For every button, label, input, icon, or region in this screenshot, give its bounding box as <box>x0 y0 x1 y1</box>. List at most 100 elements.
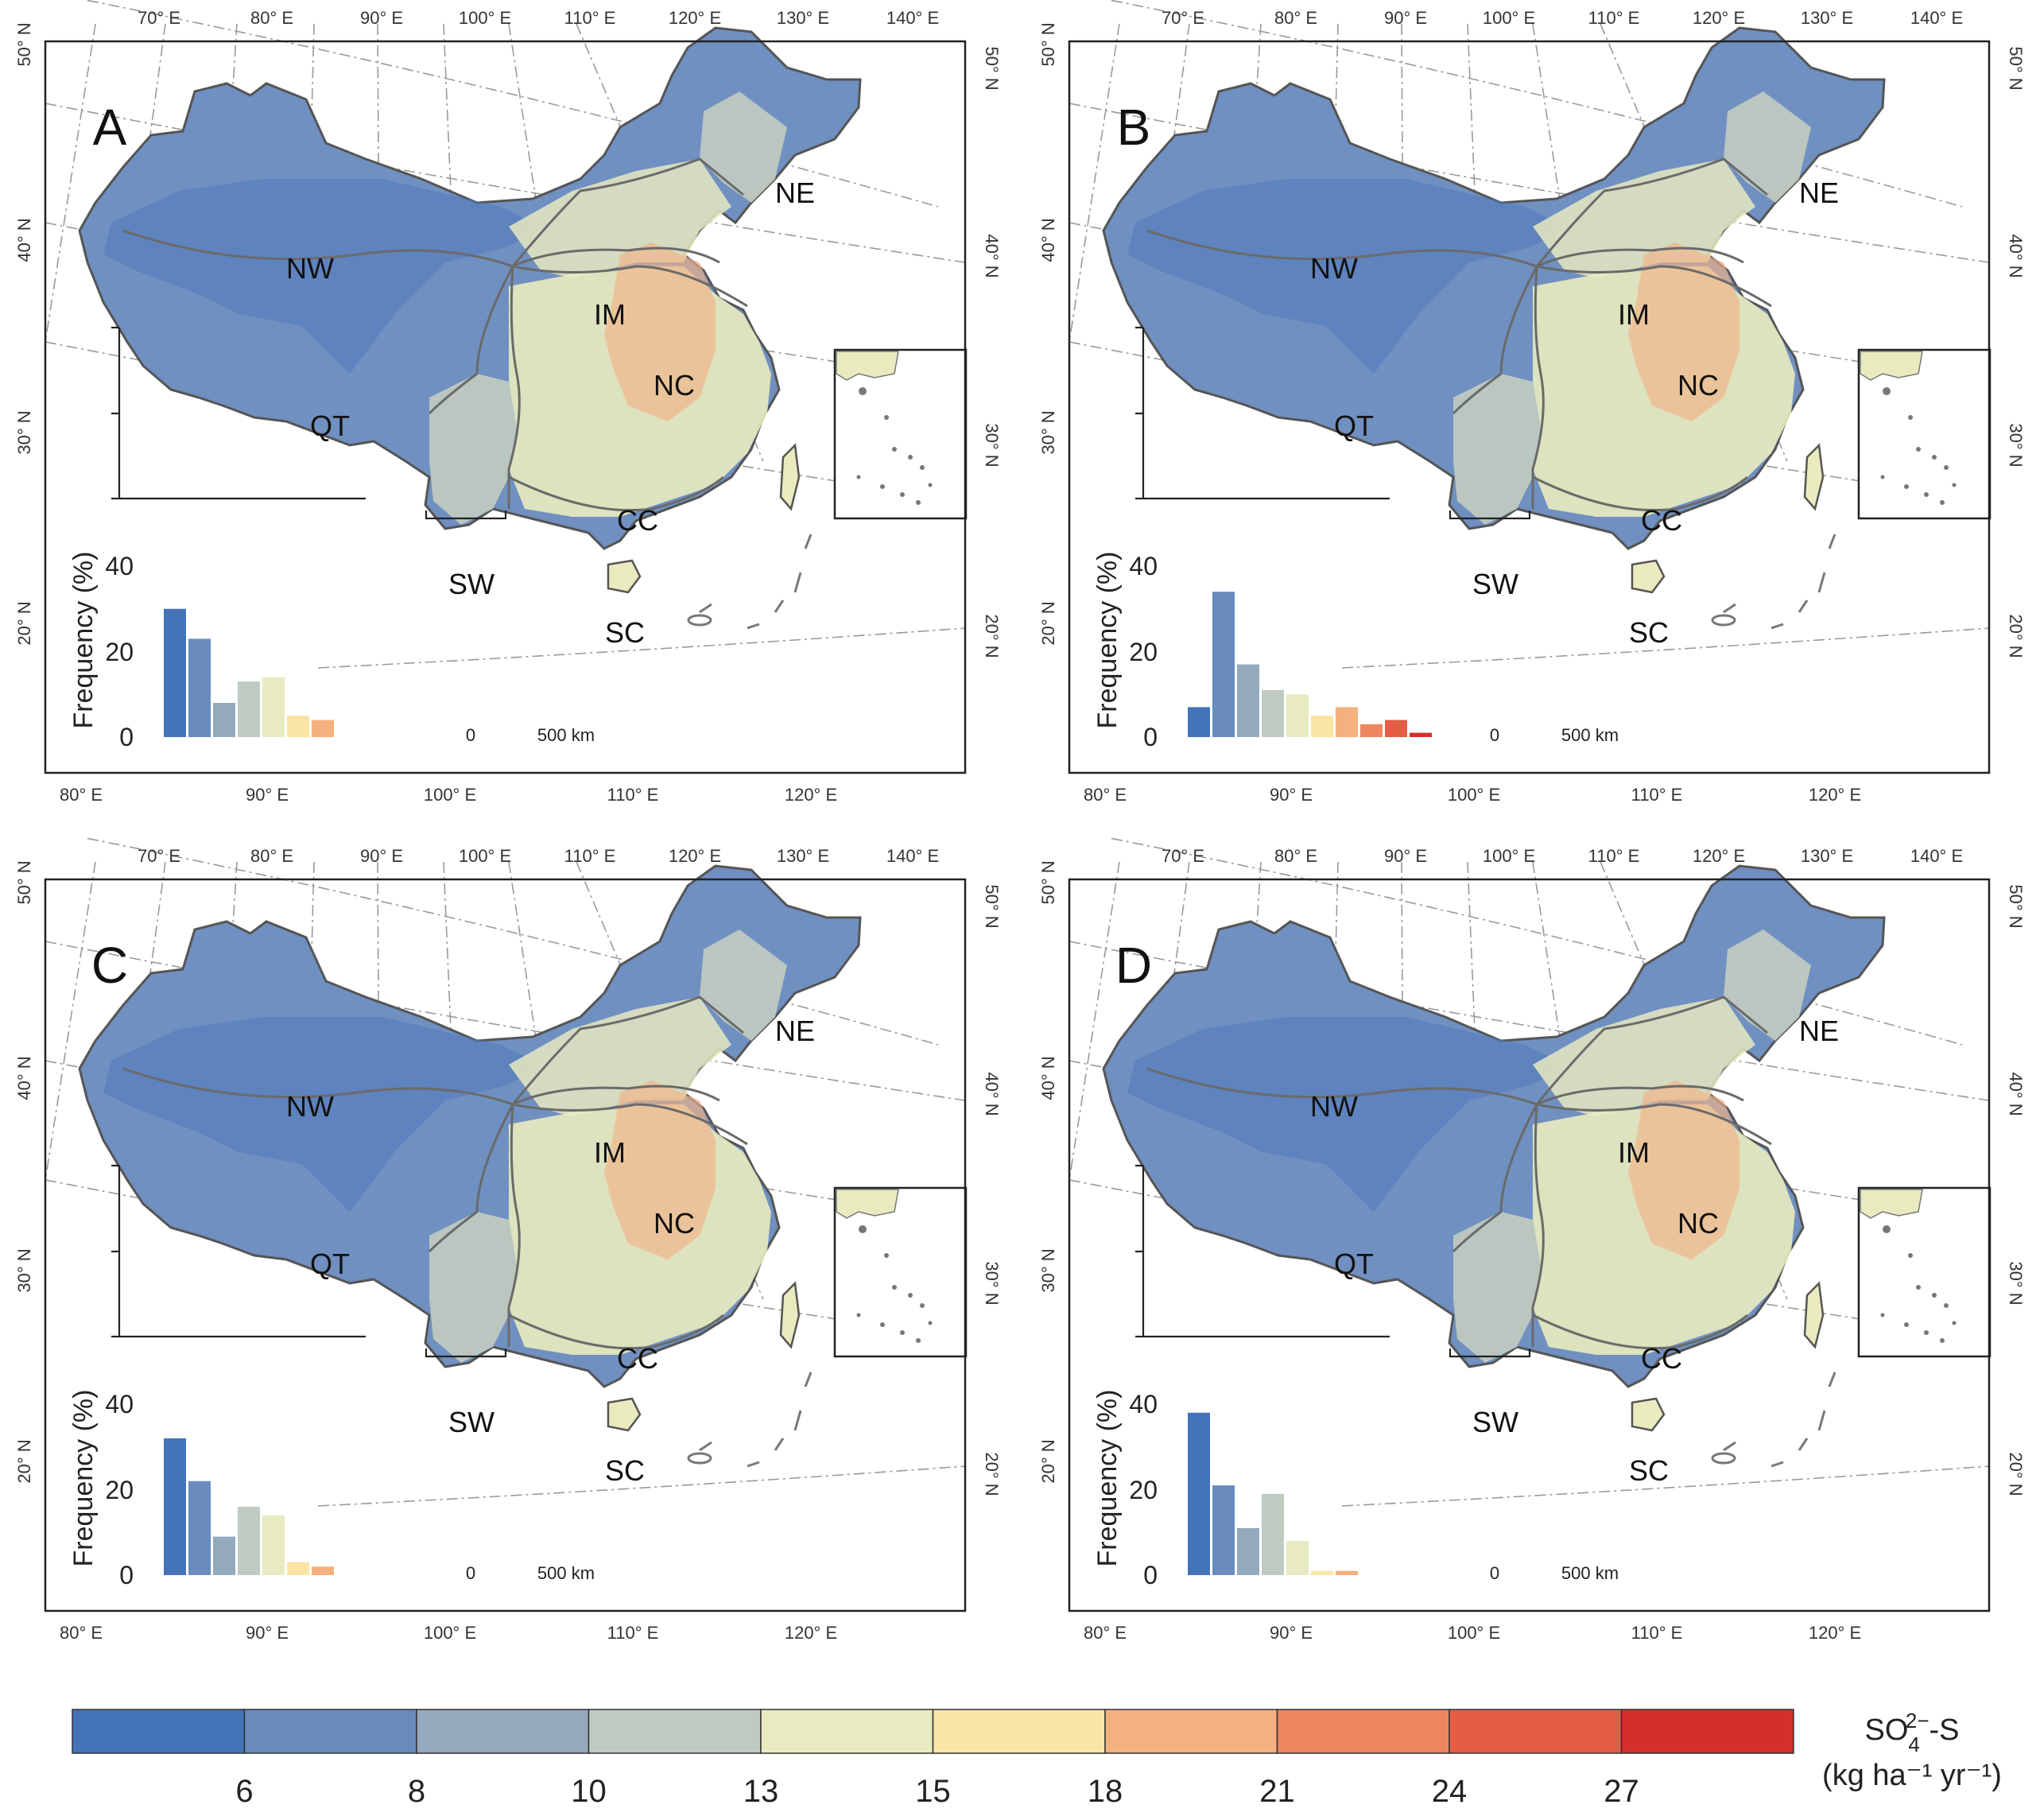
longitude-label: 120° E <box>785 1623 837 1643</box>
scalebar-label: 500 km <box>537 725 595 745</box>
region-label: IM <box>594 298 626 331</box>
latitude-label: 20° N <box>982 1452 1002 1496</box>
colorbar-tick-label: 6 <box>235 1774 253 1809</box>
region-label: CC <box>1641 1342 1682 1375</box>
longitude-label: 70° E <box>1162 8 1204 28</box>
region-label: CC <box>617 1342 658 1375</box>
region-label: IM <box>1618 298 1650 331</box>
longitude-label: 100° E <box>459 846 511 866</box>
histogram-ylabel: Frequency (%) <box>1092 1390 1123 1567</box>
longitude-label: 80° E <box>250 8 293 28</box>
histogram-bar <box>1262 1493 1284 1575</box>
latitude-label: 40° N <box>982 1072 1002 1116</box>
panel-label: A <box>93 99 127 156</box>
latitude-label: 20° N <box>14 1439 34 1483</box>
scalebar-zero: 0 <box>466 725 475 745</box>
histogram-bar <box>1311 716 1333 737</box>
legend-colorbar: 6 8 10 13 15 18 21 24 27 <box>72 1709 1794 1809</box>
region-label: SW <box>1472 1406 1518 1438</box>
longitude-label: 110° E <box>1588 846 1640 866</box>
longitude-label: 70° E <box>138 8 180 28</box>
histogram-bar <box>312 720 334 737</box>
histogram-bar <box>1188 707 1210 737</box>
region-label: QT <box>310 409 350 442</box>
histogram-tick: 20 <box>1129 638 1158 666</box>
panel-label: D <box>1115 937 1152 994</box>
longitude-label: 140° E <box>886 8 939 28</box>
longitude-label: 80° E <box>60 1623 103 1643</box>
colorbar-tick-label: 24 <box>1432 1774 1468 1809</box>
latitude-label: 30° N <box>982 423 1002 467</box>
histogram-bar <box>1262 689 1284 737</box>
region-label: NW <box>1310 1090 1358 1123</box>
colorbar-segment <box>1276 1709 1450 1754</box>
longitude-label: 120° E <box>669 846 721 866</box>
region-label: SC <box>1629 1454 1669 1487</box>
histogram-bar <box>1385 720 1407 737</box>
longitude-label: 140° E <box>1910 846 1963 866</box>
longitude-label: 80° E <box>1274 8 1317 28</box>
colorbar-segment <box>243 1709 417 1754</box>
latitude-label: 50° N <box>2006 46 2026 90</box>
longitude-label: 120° E <box>1809 785 1861 805</box>
longitude-label: 120° E <box>1809 1623 1861 1643</box>
histogram-bar <box>1286 1541 1309 1575</box>
longitude-label: 90° E <box>246 785 289 805</box>
longitude-label: 90° E <box>1384 8 1427 28</box>
longitude-label: 140° E <box>886 846 939 866</box>
latitude-label: 50° N <box>14 860 34 904</box>
colorbar-segment <box>1620 1709 1794 1754</box>
map-frame <box>44 878 967 1612</box>
longitude-label: 130° E <box>1801 8 1853 28</box>
longitude-label: 80° E <box>1274 846 1317 866</box>
histogram-bar <box>1336 707 1358 737</box>
histogram-tick: 20 <box>105 638 134 666</box>
latitude-label: 50° N <box>982 884 1002 928</box>
histogram-tick: 40 <box>105 552 134 580</box>
latitude-label: 20° N <box>2006 614 2026 658</box>
longitude-label: 100° E <box>1448 785 1500 805</box>
colorbar-tick-label: 27 <box>1604 1774 1639 1809</box>
longitude-label: 100° E <box>459 8 511 28</box>
latitude-label: 50° N <box>982 46 1002 90</box>
colorbar-tick-label: 21 <box>1259 1774 1295 1809</box>
region-label: IM <box>1618 1136 1650 1169</box>
region-label: QT <box>1334 1248 1374 1280</box>
region-label: NE <box>1799 1015 1839 1047</box>
map-frame <box>44 40 967 774</box>
histogram-bar <box>1237 664 1259 737</box>
colorbar-tick-label: 10 <box>571 1774 607 1809</box>
histogram-tick: 20 <box>1129 1476 1158 1504</box>
latitude-label: 30° N <box>14 1248 34 1292</box>
longitude-label: 120° E <box>1693 8 1745 28</box>
latitude-label: 40° N <box>14 218 34 262</box>
legend-title: SO42−-S <box>1864 1709 1959 1756</box>
region-label: NC <box>1677 1207 1719 1240</box>
region-label: IM <box>594 1136 626 1169</box>
region-label: CC <box>617 504 658 537</box>
region-label: SW <box>1472 568 1518 600</box>
longitude-label: 100° E <box>1448 1623 1500 1643</box>
region-label: SC <box>605 616 645 649</box>
latitude-label: 40° N <box>1038 218 1058 262</box>
colorbar-segment <box>932 1709 1106 1754</box>
latitude-label: 40° N <box>2006 234 2026 277</box>
panel-d: 70° E 80° E 90° E 100° E 110° E 120° E 130° E 1… <box>1038 838 2026 1643</box>
longitude-label: 90° E <box>1270 785 1313 805</box>
histogram-tick: 0 <box>119 1561 134 1589</box>
longitude-label: 90° E <box>360 846 403 866</box>
longitude-label: 120° E <box>1693 846 1745 866</box>
latitude-label: 40° N <box>1038 1056 1058 1100</box>
histogram-bar <box>312 1566 334 1575</box>
latitude-label: 30° N <box>14 410 34 454</box>
region-label: NE <box>775 177 815 209</box>
latitude-label: 20° N <box>14 601 34 645</box>
scalebar-zero: 0 <box>466 1563 475 1583</box>
histogram-bar <box>1311 1570 1333 1575</box>
region-label: NE <box>1799 177 1839 209</box>
longitude-label: 80° E <box>60 785 103 805</box>
longitude-label: 100° E <box>1483 846 1535 866</box>
latitude-label: 40° N <box>14 1056 34 1100</box>
longitude-label: 130° E <box>777 8 829 28</box>
